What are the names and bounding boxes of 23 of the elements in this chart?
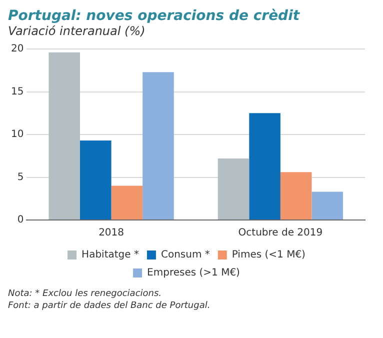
text: Font: a partir de dades del Banc de Portugal. bbox=[8, 300, 212, 312]
y-tick-label: 5 bbox=[17, 172, 24, 183]
bar bbox=[312, 192, 344, 220]
legend-label: Empreses (>1 M€) bbox=[147, 268, 240, 279]
chart-title: Portugal: noves operacions de crèdit bbox=[8, 8, 301, 24]
bar bbox=[48, 52, 80, 220]
x-tick-label: 2018 bbox=[98, 228, 124, 239]
chart-subtitle: Variació interanual (%) bbox=[8, 24, 146, 38]
text: Nota: * Exclou les renegociacions. bbox=[8, 288, 163, 300]
bar bbox=[80, 140, 112, 220]
y-tick-label: 20 bbox=[10, 44, 24, 55]
y-tick-label: 15 bbox=[10, 86, 24, 98]
y-tick-label: 0 bbox=[17, 214, 24, 226]
legend-label: Consum * bbox=[160, 250, 210, 261]
bar bbox=[249, 113, 280, 220]
legend-label: Habitatge * bbox=[82, 250, 139, 261]
y-tick-label: 10 bbox=[10, 129, 24, 140]
bar bbox=[111, 186, 143, 220]
bar bbox=[280, 172, 312, 220]
bar bbox=[218, 158, 250, 220]
legend-label: Pimes (<1 M€) bbox=[232, 250, 306, 261]
bar bbox=[142, 72, 174, 220]
x-tick-label: Octubre de 2019 bbox=[238, 228, 323, 239]
